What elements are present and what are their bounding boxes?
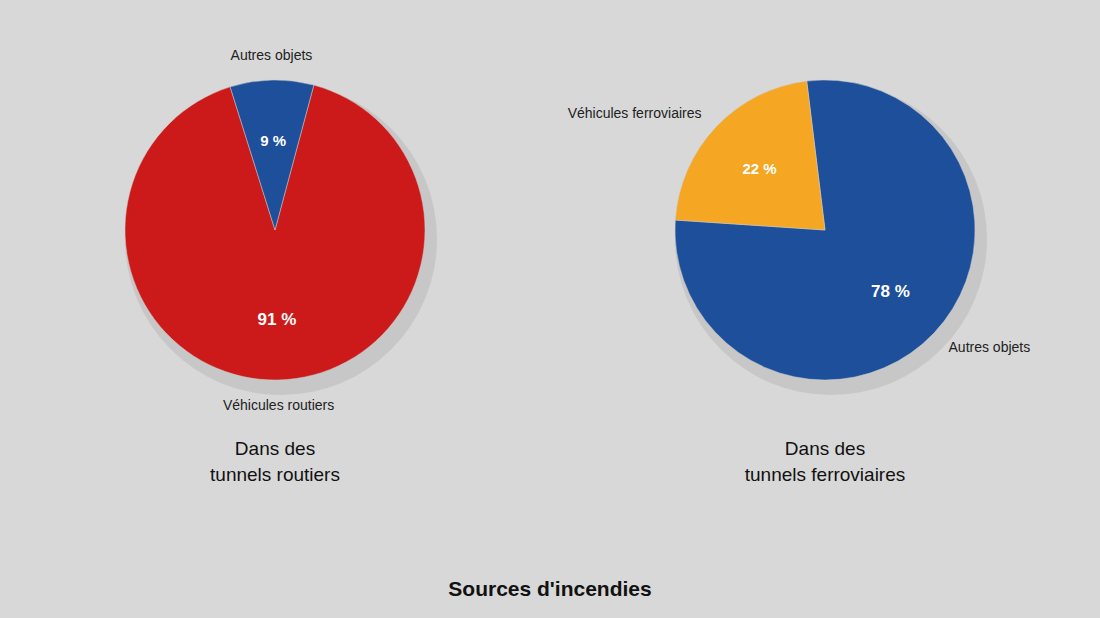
chart-root: 91 % 9 % Véhicules routiers Autres objets Da… bbox=[0, 0, 1100, 618]
data-label: 22 % bbox=[743, 160, 777, 177]
background bbox=[0, 0, 1100, 618]
slices bbox=[125, 80, 425, 380]
pie-slice bbox=[675, 80, 975, 380]
subtitle-line: tunnels ferroviaires bbox=[745, 464, 906, 485]
category-label: Autres objets bbox=[231, 47, 313, 63]
category-label: Véhicules routiers bbox=[223, 397, 334, 413]
subtitle: Dans des tunnels routiers bbox=[210, 438, 340, 485]
subtitle: Dans des tunnels ferroviaires bbox=[745, 438, 906, 485]
title: Sources d'incendies bbox=[448, 577, 651, 600]
data-label: 9 % bbox=[260, 132, 286, 149]
pie: 78 % 22 % Autres objets Véhicules ferroviai… bbox=[568, 80, 1031, 395]
pie-slice bbox=[230, 80, 314, 230]
pie-slice bbox=[675, 81, 825, 230]
data-label: 91 % bbox=[258, 310, 297, 329]
data-label: 78 % bbox=[871, 282, 910, 301]
subtitle-line: tunnels routiers bbox=[210, 464, 340, 485]
slices bbox=[675, 80, 975, 380]
subtitle-line: Dans des bbox=[785, 438, 865, 459]
category-label: Autres objets bbox=[949, 339, 1031, 355]
pie: 91 % 9 % Véhicules routiers Autres objets bbox=[125, 47, 437, 413]
category-label: Véhicules ferroviaires bbox=[568, 105, 702, 121]
subtitle-line: Dans des bbox=[235, 438, 315, 459]
